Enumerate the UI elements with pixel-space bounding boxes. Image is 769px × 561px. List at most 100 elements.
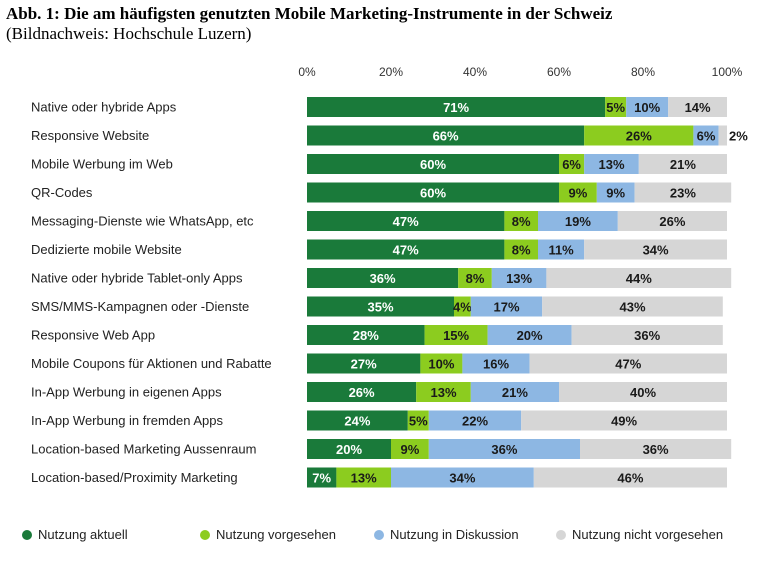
data-label: 6% xyxy=(562,157,581,172)
chart-legend: Nutzung aktuell Nutzung vorgesehen Nutzung… xyxy=(22,527,762,547)
data-label: 20% xyxy=(336,442,362,457)
x-tick-label: 80% xyxy=(631,65,655,79)
data-label: 7% xyxy=(312,471,331,486)
legend-item: Nutzung aktuell xyxy=(22,527,128,542)
data-label: 36% xyxy=(643,442,669,457)
category-label: QR-Codes xyxy=(31,185,93,200)
bar-segment xyxy=(458,268,492,288)
bar-segment xyxy=(391,439,429,459)
bar-segment xyxy=(428,439,580,459)
category-label: SMS/MMS-Kampagnen oder -Dienste xyxy=(31,299,249,314)
bar-segment xyxy=(428,410,522,431)
bar-segment xyxy=(521,410,727,431)
category-label: Location-based Marketing Aussenraum xyxy=(31,442,256,457)
bar-segment xyxy=(307,439,391,459)
data-label: 49% xyxy=(611,414,637,429)
data-label: 27% xyxy=(351,357,377,372)
legend-swatch xyxy=(22,529,32,540)
bar-segment xyxy=(336,467,391,488)
bar-segment xyxy=(718,125,727,146)
legend-swatch xyxy=(556,529,566,540)
x-tick-label: 60% xyxy=(547,65,571,79)
legend-swatch xyxy=(200,529,210,540)
data-label: 26% xyxy=(659,214,685,229)
bar-segment xyxy=(307,382,417,402)
bar-segment xyxy=(634,182,732,203)
data-label: 21% xyxy=(502,385,528,400)
data-label: 71% xyxy=(443,100,469,115)
legend-label: Nutzung vorgesehen xyxy=(216,527,336,542)
bar-segment xyxy=(605,97,627,117)
data-label: 28% xyxy=(353,328,379,343)
data-label: 47% xyxy=(393,214,419,229)
data-label: 36% xyxy=(370,271,396,286)
bar-segment xyxy=(487,325,572,345)
data-label: 26% xyxy=(626,129,652,144)
bar-segment xyxy=(470,382,559,402)
bar-segment xyxy=(424,325,488,345)
category-label: Location-based/Proximity Marketing xyxy=(31,470,238,485)
category-label: Native oder hybride Tablet-only Apps xyxy=(31,271,243,286)
legend-swatch xyxy=(374,529,384,540)
data-label: 11% xyxy=(548,243,574,258)
data-label: 5% xyxy=(409,414,428,429)
bar-segment xyxy=(462,353,530,374)
legend-label: Nutzung in Diskussion xyxy=(390,527,519,542)
legend-label: Nutzung nicht vorgesehen xyxy=(572,527,724,542)
data-label: 13% xyxy=(351,471,377,486)
data-label: 26% xyxy=(349,385,375,400)
category-label: Native oder hybride Apps xyxy=(31,100,177,115)
data-label: 13% xyxy=(506,271,532,286)
x-tick-label: 40% xyxy=(463,65,487,79)
data-label: 40% xyxy=(630,385,656,400)
bar-segment xyxy=(307,154,559,174)
bar-segment xyxy=(538,211,618,231)
category-label: Messaging-Dienste wie WhatsApp, etc xyxy=(31,214,254,229)
data-label: 60% xyxy=(420,157,446,172)
legend-label: Nutzung aktuell xyxy=(38,527,128,542)
data-label: 35% xyxy=(367,300,393,315)
legend-item: Nutzung in Diskussion xyxy=(374,527,519,542)
data-label: 9% xyxy=(401,442,420,457)
x-tick-label: 100% xyxy=(712,65,743,79)
bar-segment xyxy=(571,325,723,345)
chart-subtitle: (Bildnachweis: Hochschule Luzern) xyxy=(6,24,252,43)
category-label: In-App Werbung in eigenen Apps xyxy=(31,385,222,400)
bar-segment xyxy=(307,97,606,117)
bar-segment xyxy=(420,353,463,374)
bar-segment xyxy=(307,125,585,146)
data-label: 23% xyxy=(670,186,696,201)
bar-segment xyxy=(504,211,538,231)
bar-segment xyxy=(668,97,727,117)
bar-segment xyxy=(546,268,732,288)
data-label: 21% xyxy=(670,157,696,172)
data-label: 46% xyxy=(617,471,643,486)
data-label: 44% xyxy=(626,271,652,286)
bar-segment xyxy=(580,439,732,459)
data-label: 20% xyxy=(517,328,543,343)
bar-segment xyxy=(584,154,639,174)
category-label: Dedizierte mobile Website xyxy=(31,242,182,257)
data-label: 10% xyxy=(428,357,454,372)
data-label: 8% xyxy=(466,271,485,286)
bar-segment xyxy=(454,296,471,317)
data-label: 66% xyxy=(433,129,459,144)
bar-segment xyxy=(638,154,727,174)
x-tick-label: 20% xyxy=(379,65,403,79)
data-label: 9% xyxy=(606,186,625,201)
title-block: Abb. 1: Die am häufigsten genutzten Mobi… xyxy=(6,4,766,44)
data-label: 36% xyxy=(634,328,660,343)
bar-segment xyxy=(626,97,669,117)
bar-segment xyxy=(307,353,421,374)
bar-segment xyxy=(542,296,723,317)
bar-segment xyxy=(470,296,543,317)
bar-segment xyxy=(533,467,727,488)
data-label: 47% xyxy=(615,357,641,372)
data-label: 8% xyxy=(512,214,531,229)
data-label: 2% xyxy=(729,129,748,144)
data-label: 6% xyxy=(697,129,716,144)
bar-segment xyxy=(491,268,547,288)
category-label: Responsive Web App xyxy=(31,328,155,343)
data-label: 16% xyxy=(483,357,509,372)
legend-item: Nutzung vorgesehen xyxy=(200,527,336,542)
